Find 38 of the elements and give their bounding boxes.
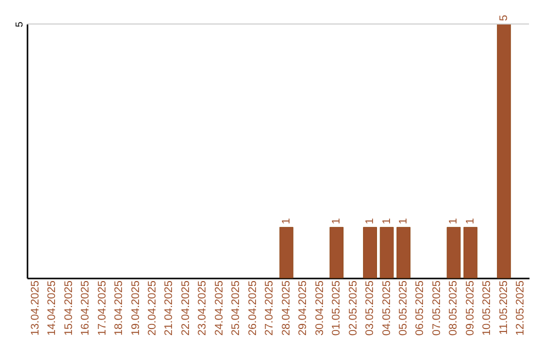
x-tick-label: 24.04.2025 (213, 280, 226, 336)
x-tick-label: 20.04.2025 (146, 280, 158, 336)
x-tick-label: 03.05.2025 (364, 280, 376, 336)
x-tick-label: 19.04.2025 (130, 280, 142, 336)
x-tick-label: 02.05.2025 (347, 280, 360, 336)
data-label: 1 (380, 218, 393, 224)
x-tick-label: 28.04.2025 (280, 280, 292, 336)
x-tick-label: 06.05.2025 (414, 280, 426, 336)
x-tick-label: 25.04.2025 (230, 280, 242, 336)
data-label: 5 (498, 14, 510, 21)
x-tick-label: 26.04.2025 (246, 280, 259, 336)
x-tick-label: 08.05.2025 (448, 280, 460, 336)
x-tick-label: 15.04.2025 (62, 280, 75, 336)
x-tick-label: 14.04.2025 (46, 280, 58, 336)
x-tick-label: 09.05.2025 (464, 280, 476, 336)
x-tick-label: 23.04.2025 (196, 280, 209, 336)
x-tick-label: 10.05.2025 (481, 280, 494, 336)
x-tick-label: 17.04.2025 (96, 280, 108, 336)
x-tick-label: 13.04.2025 (29, 280, 42, 336)
data-label: 1 (448, 218, 460, 224)
x-tick-label: 21.04.2025 (163, 280, 176, 336)
x-tick-label: 18.04.2025 (113, 280, 126, 336)
data-label: 1 (364, 218, 376, 224)
x-tick-label: 22.04.2025 (180, 280, 192, 336)
data-label: 1 (464, 218, 476, 224)
x-tick-label: 07.05.2025 (430, 280, 443, 336)
x-tick-label: 04.05.2025 (380, 280, 393, 336)
x-tick-label: 11.05.2025 (498, 280, 510, 335)
x-tick-label: 01.05.2025 (330, 280, 343, 336)
x-tick-label: 16.04.2025 (80, 280, 92, 336)
data-label: 1 (398, 218, 410, 224)
x-tick-label: 12.05.2025 (514, 280, 527, 336)
x-tick-label: 30.04.2025 (314, 280, 326, 336)
x-tick-label: 29.04.2025 (297, 280, 310, 336)
data-label: 1 (280, 218, 292, 224)
data-label: 1 (330, 218, 343, 224)
x-tick-label: 05.05.2025 (398, 280, 410, 336)
x-tick-label: 27.04.2025 (264, 280, 276, 336)
